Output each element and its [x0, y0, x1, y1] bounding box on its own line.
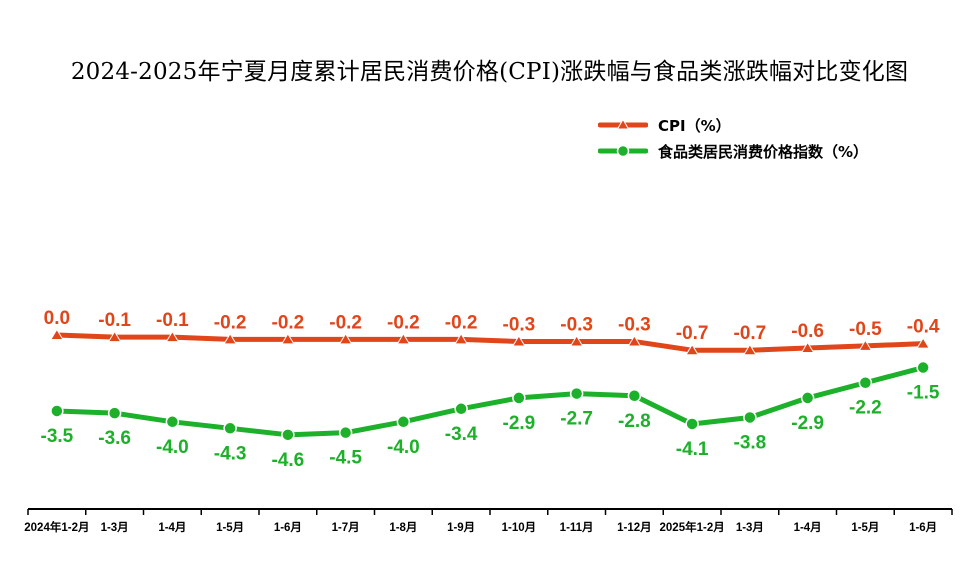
data-label: -4.1: [676, 439, 709, 460]
x-tick-label: 1-5月: [851, 521, 879, 534]
series-marker: [511, 335, 526, 347]
x-tick-label: 1-3月: [101, 521, 129, 534]
legend-label-food: 食品类居民消费价格指数（%）: [658, 142, 869, 161]
series-marker: [223, 421, 237, 436]
series-marker: [916, 360, 930, 375]
legend-swatch-food: [598, 144, 648, 158]
data-label: -0.7: [676, 323, 709, 344]
data-label: -0.3: [503, 315, 536, 336]
series-line-1: [54, 365, 926, 438]
x-tick-label: 1-9月: [447, 521, 475, 534]
series-marker: [512, 391, 526, 405]
series-marker: [280, 332, 295, 345]
series-marker: [338, 332, 353, 345]
series-marker: [742, 343, 757, 356]
data-label: -0.3: [618, 315, 651, 336]
legend: CPI（%） 食品类居民消费价格指数（%）: [598, 112, 868, 164]
data-label: -4.0: [156, 437, 189, 458]
data-label: -0.4: [907, 317, 940, 338]
data-label: -3.8: [734, 432, 767, 453]
data-label: -0.3: [560, 315, 593, 336]
data-label: -4.3: [214, 443, 247, 464]
x-tick-label: 2024年1-2月: [24, 520, 89, 534]
series-marker: [49, 328, 64, 340]
series-marker: [916, 337, 931, 349]
x-tick-label: 1-11月: [560, 521, 594, 534]
data-label: -0.5: [849, 319, 882, 340]
data-label: -4.5: [329, 448, 362, 469]
series-marker: [223, 332, 238, 345]
data-label: -2.9: [791, 413, 824, 434]
series-marker: [685, 343, 700, 356]
legend-label-cpi: CPI（%）: [658, 116, 731, 135]
series-marker: [454, 332, 469, 345]
data-label: -3.4: [445, 424, 478, 445]
series-marker: [858, 375, 873, 390]
series-marker: [107, 406, 122, 420]
x-tick-label: 1-7月: [332, 521, 360, 534]
data-label: -0.2: [272, 312, 305, 333]
series-marker: [338, 425, 353, 440]
data-label: -2.7: [560, 409, 593, 430]
series-marker: [396, 415, 411, 429]
data-label: -0.1: [98, 310, 131, 331]
series-marker: [454, 402, 468, 416]
series-marker: [165, 330, 180, 343]
x-tick-label: 1-6月: [909, 521, 937, 534]
series-marker: [685, 417, 699, 431]
data-label: -0.7: [734, 323, 767, 344]
series-marker: [800, 341, 815, 354]
x-tick-label: 2025年1-2月: [660, 520, 725, 534]
data-label: -2.9: [503, 413, 536, 434]
data-label: -3.6: [98, 428, 131, 449]
series-marker: [569, 386, 584, 401]
data-label: -0.1: [156, 310, 189, 331]
data-label: -0.2: [445, 312, 478, 333]
data-label: -4.6: [272, 450, 305, 471]
data-label: -0.2: [214, 312, 247, 333]
x-tick-label: 1-4月: [158, 521, 186, 534]
series-line-0: [54, 332, 926, 353]
x-tick-label: 1-8月: [389, 521, 417, 534]
series-marker: [800, 391, 815, 405]
legend-swatch-cpi: [598, 118, 648, 130]
data-label: -0.6: [791, 321, 824, 342]
series-marker: [627, 389, 642, 403]
legend-item-cpi: CPI（%）: [598, 112, 868, 138]
x-tick-label: 1-6月: [274, 521, 302, 534]
x-tick-label: 1-5月: [216, 521, 244, 534]
data-label: -4.0: [387, 437, 420, 458]
series-marker: [569, 335, 584, 347]
series-marker: [165, 415, 180, 429]
data-label: -3.5: [41, 426, 74, 447]
x-tick-label: 1-4月: [794, 521, 822, 534]
x-tick-label: 1-3月: [736, 521, 764, 534]
series-marker: [396, 332, 411, 345]
data-label: -0.2: [387, 312, 420, 333]
series-marker: [50, 404, 64, 418]
data-label: -0.2: [329, 312, 362, 333]
data-label: -2.2: [849, 398, 882, 419]
series-marker: [281, 428, 295, 442]
data-label: 0.0: [44, 308, 70, 329]
series-marker: [858, 339, 873, 351]
series-marker: [627, 335, 642, 347]
x-tick-label: 1-10月: [502, 521, 537, 534]
data-label: -1.5: [907, 383, 940, 404]
legend-item-food: 食品类居民消费价格指数（%）: [598, 138, 868, 164]
series-marker: [743, 410, 757, 425]
data-label: -2.8: [618, 411, 651, 432]
chart-title: 2024-2025年宁夏月度累计居民消费价格(CPI)涨跌幅与食品类涨跌幅对比变…: [70, 59, 909, 85]
x-tick-label: 1-12月: [617, 521, 652, 534]
series-marker: [107, 330, 122, 343]
